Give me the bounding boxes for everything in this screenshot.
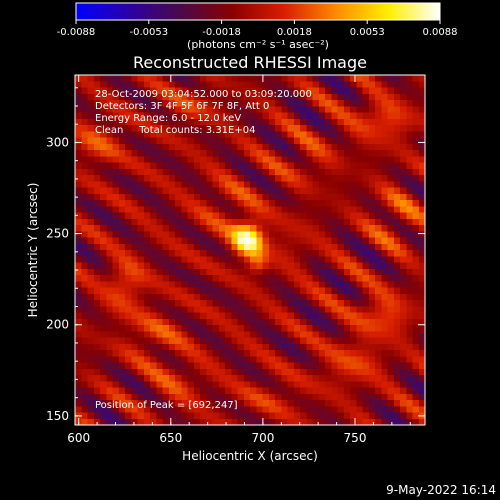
colorbar: -0.0088 -0.0053 -0.0018 0.0018 0.0053 0.0088 … (57, 2, 458, 51)
colorbar-tick-label: -0.0018 (202, 27, 241, 38)
colorbar-tick-label: 0.0088 (423, 27, 458, 38)
y-axis-label: Heliocentric Y (arcsec) (26, 183, 40, 318)
colorbar-label: (photons cm⁻² s⁻¹ asec⁻²) (187, 38, 329, 51)
plot-frame (74, 74, 426, 426)
y-tick-label: 200 (46, 318, 69, 332)
colorbar-rect (75, 2, 441, 21)
colorbar-tick-label: 0.0053 (350, 27, 385, 38)
colorbar-tick-label: 0.0018 (277, 27, 312, 38)
y-tick-label: 250 (46, 227, 69, 241)
info-block: 28-Oct-2009 03:04:52.000 to 03:09:20.000… (95, 89, 312, 136)
info-line-detectors: Detectors: 3F 4F 5F 6F 7F 8F, Att 0 (95, 101, 269, 112)
x-axis-label: Heliocentric X (arcsec) (182, 449, 318, 463)
x-tick-label: 700 (251, 431, 274, 445)
colorbar-tick-label: -0.0088 (57, 27, 96, 38)
peak-position-label: Position of Peak = [692,247] (95, 400, 238, 411)
info-line-energy: Energy Range: 6.0 - 12.0 keV (95, 113, 241, 124)
colorbar-tick-label: -0.0053 (129, 27, 168, 38)
x-tick-label: 600 (67, 431, 90, 445)
heatmap-image (75, 75, 425, 425)
x-tick-label: 750 (344, 431, 367, 445)
y-axis-ticks: 150 200 250 300 (46, 87, 425, 423)
heatmap-canvas (75, 75, 425, 425)
y-tick-label: 150 (46, 409, 69, 423)
x-axis-ticks: 600 650 700 750 (67, 75, 411, 445)
footer-timestamp: 9-May-2022 16:14 (386, 483, 496, 497)
chart-title: Reconstructed RHESSI Image (133, 53, 367, 72)
heatmap-container (75, 75, 425, 425)
y-tick-label: 300 (46, 135, 69, 149)
x-tick-label: 650 (159, 431, 182, 445)
info-line-clean: Clean Total counts: 3.31E+04 (95, 125, 255, 136)
info-line-time: 28-Oct-2009 03:04:52.000 to 03:09:20.000 (95, 89, 312, 100)
colorbar-ticks: -0.0088 -0.0053 -0.0018 0.0018 0.0053 0.0088 (57, 20, 458, 38)
